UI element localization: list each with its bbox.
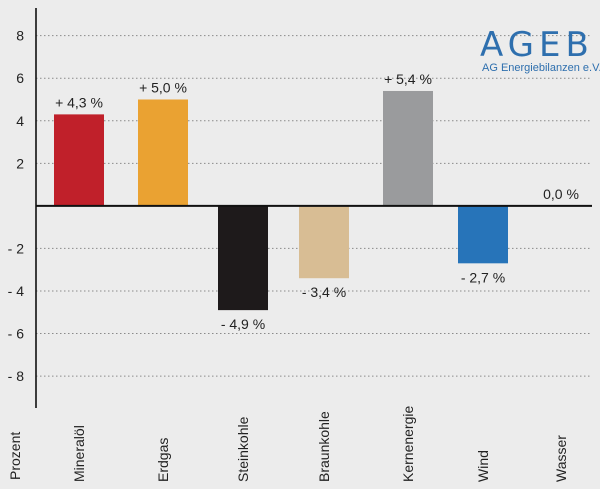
data-label: - 2,7 % (461, 269, 505, 285)
category-label: Erdgas (155, 438, 171, 482)
y-axis-label: Prozent (7, 432, 23, 480)
data-label: 0,0 % (543, 186, 579, 202)
y-tick-label: - 6 (8, 326, 25, 342)
logo-main-text: AGEB (480, 25, 594, 65)
y-tick-label: 6 (16, 70, 24, 86)
category-label: Braunkohle (316, 411, 332, 482)
category-label: Mineralöl (71, 425, 87, 482)
y-tick-label: 8 (16, 28, 24, 44)
logo-sub-text: AG Energiebilanzen e.V. (482, 62, 600, 74)
y-tick-label: 2 (16, 155, 24, 171)
data-label: - 4,9 % (221, 316, 265, 332)
ageb-logo: AGEB AG Energiebilanzen e.V. (480, 25, 600, 74)
bar (54, 114, 104, 206)
grid-lines (36, 35, 592, 377)
category-label: Steinkohle (235, 416, 251, 482)
data-label: + 5,0 % (139, 79, 187, 95)
y-tick-label: 4 (16, 113, 24, 129)
bar (383, 90, 433, 206)
data-labels: + 4,3 % + 5,0 % - 4,9 % - 3,4 % + 5,4 % - 2,7… (55, 71, 579, 332)
category-label: Wasser (553, 435, 569, 482)
category-label: Wind (475, 450, 491, 482)
bar (299, 205, 349, 279)
data-label: + 5,4 % (384, 71, 432, 87)
category-label: Kernenergie (400, 406, 416, 482)
data-label: + 4,3 % (55, 94, 103, 110)
bar (218, 205, 268, 311)
data-label: - 3,4 % (302, 284, 346, 300)
bar (138, 99, 188, 206)
bar (458, 205, 508, 264)
bars (54, 90, 508, 311)
y-tick-label: - 4 (8, 283, 25, 299)
category-labels: Mineralöl Erdgas Steinkohle Braunkohle Kerne… (71, 406, 569, 482)
y-tick-label: - 2 (8, 240, 25, 256)
y-tick-labels: 8 6 4 2 - 2 - 4 - 6 - 8 (8, 28, 25, 384)
y-tick-label: - 8 (8, 368, 25, 384)
